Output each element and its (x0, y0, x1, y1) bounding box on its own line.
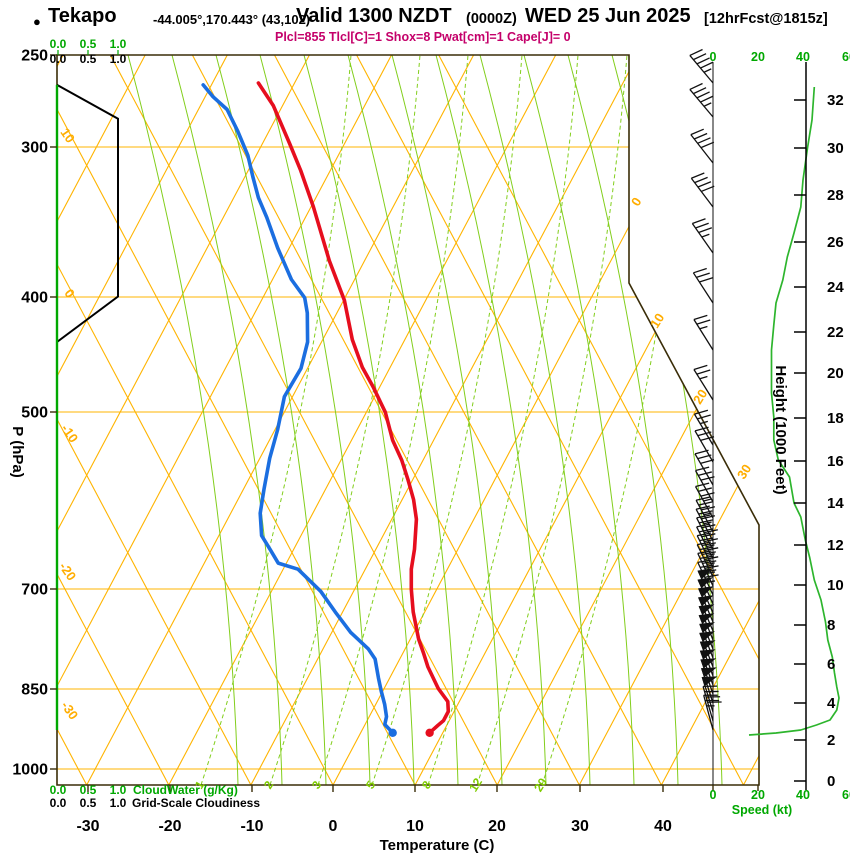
chart-label: 700 (21, 582, 48, 599)
chart-label: 1.0 (110, 796, 127, 810)
valid-date: WED 25 Jun 2025 (525, 5, 691, 27)
chart-label: 24 (827, 279, 844, 296)
chart-label: 400 (21, 290, 48, 307)
chart-label: 500 (21, 405, 48, 422)
temperature-curve-surface-dot (425, 728, 434, 737)
chart-label: 300 (21, 140, 48, 157)
temperature-axis (87, 785, 759, 792)
chart-label: 16 (827, 453, 844, 470)
chart-label: Temperature (C) (380, 837, 495, 854)
chart-label: Grid-Scale Cloudiness (132, 796, 260, 810)
station-bullet-icon: ● (33, 14, 41, 29)
chart-label: 3 (309, 778, 325, 791)
chart-label: 30 (827, 140, 844, 157)
chart-label: 850 (21, 682, 48, 699)
wind-barbs (689, 48, 722, 788)
chart-label: -30 (76, 818, 99, 835)
pressure-axis (50, 54, 57, 770)
chart-label: 4 (827, 695, 836, 712)
valid-time: Valid 1300 NZDT (296, 5, 452, 27)
chart-label: 0.5 (80, 52, 97, 66)
cloudiness-trace (56, 84, 119, 730)
chart-label: 0 (628, 195, 645, 209)
chart-label: 0.0 (50, 783, 67, 797)
chart-label: 0.0 (50, 52, 67, 66)
chart-label: 20 (531, 775, 550, 794)
station-coordinates: -44.005°,170.443° (43,102) (153, 12, 311, 27)
chart-label: 40 (796, 50, 810, 64)
speed-curve (748, 86, 840, 736)
chart-label: 0.5 (80, 37, 97, 51)
chart-label: 14 (827, 495, 844, 512)
chart-label: 1000 (12, 762, 48, 779)
chart-label: 10 (647, 311, 667, 331)
chart-label: 12 (827, 537, 844, 554)
chart-label: 12 (466, 775, 485, 794)
chart-label: 18 (827, 410, 844, 427)
chart-label: 10 (57, 125, 78, 145)
chart-label: CloudWater (g/Kg) (133, 783, 238, 797)
chart-label: 0 (710, 50, 717, 64)
green-grid (127, 55, 723, 785)
stability-indices: Plcl=855 Tlcl[C]=1 Shox=8 Pwat[cm]=1 Cap… (275, 30, 571, 44)
dewpoint-curve (201, 83, 395, 735)
chart-label: 20 (690, 387, 710, 407)
chart-label: 40 (796, 788, 810, 802)
chart-label: 5 (363, 778, 379, 791)
chart-label: 0.0 (50, 796, 67, 810)
chart-label: P (hPa) (9, 426, 26, 477)
forecast-tag: [12hrFcst@1815z] (704, 11, 828, 27)
height-axis (794, 62, 807, 790)
chart-label: 22 (827, 324, 844, 341)
chart-label: 2 (827, 732, 835, 749)
chart-label: 20 (751, 788, 765, 802)
chart-label: 28 (827, 187, 844, 204)
plot-boundary (56, 54, 760, 786)
chart-label: 6 (827, 656, 835, 673)
chart-label: Speed (kt) (732, 803, 792, 817)
chart-label: 0.0 (50, 37, 67, 51)
station-name: Tekapo (48, 5, 117, 27)
chart-label: 1.0 (110, 52, 127, 66)
chart-label: -30 (58, 698, 81, 722)
chart-label: -10 (58, 421, 81, 445)
chart-label: 8 (419, 778, 435, 791)
chart-label: 0.5 (80, 783, 97, 797)
chart-label: 20 (751, 50, 765, 64)
valid-time-utc: (0000Z) (466, 11, 517, 27)
chart-label: 250 (21, 48, 48, 65)
chart-label: 2 (261, 778, 277, 791)
chart-label: 8 (827, 617, 835, 634)
chart-label: 1.0 (110, 37, 127, 51)
chart-label: 20 (827, 365, 844, 382)
dewpoint-curve-surface-dot (388, 728, 397, 737)
chart-label: 10 (827, 577, 844, 594)
chart-label: 60 (842, 50, 850, 64)
chart-label: 0.5 (80, 796, 97, 810)
chart-label: 0 (827, 773, 835, 790)
chart-label: 32 (827, 92, 844, 109)
chart-label: 0 (710, 788, 717, 802)
chart-label: Height (1000 Feet) (772, 365, 789, 494)
chart-label: 10 (406, 818, 424, 835)
chart-label: 40 (654, 818, 672, 835)
chart-label: 60 (842, 788, 850, 802)
chart-label: 0 (329, 818, 338, 835)
chart-label: 26 (827, 234, 844, 251)
chart-label: 20 (488, 818, 506, 835)
chart-label: 30 (571, 818, 589, 835)
temperature-curve (256, 81, 451, 735)
chart-label: 1.0 (110, 783, 127, 797)
chart-label: 30 (734, 462, 754, 482)
chart-label: -20 (158, 818, 181, 835)
chart-label: -10 (240, 818, 263, 835)
